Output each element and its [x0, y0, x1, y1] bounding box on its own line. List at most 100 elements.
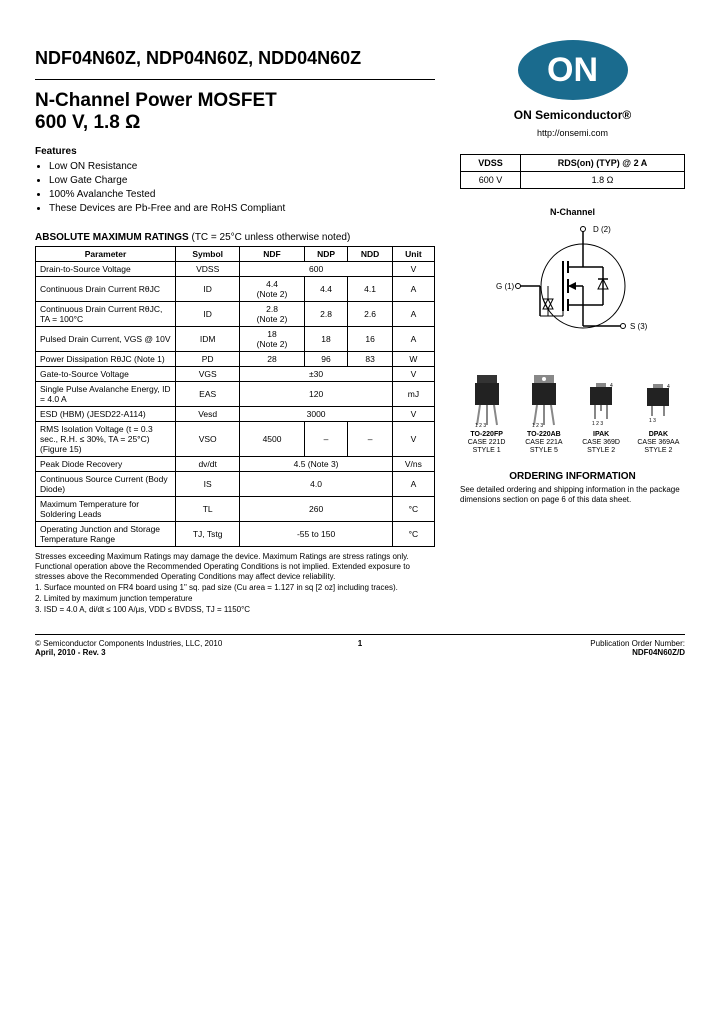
cell-unit: °C: [392, 496, 434, 521]
ratings-row: Pulsed Drain Current, VGS @ 10VIDM18 (No…: [36, 326, 435, 351]
cell-value: 2.6: [348, 301, 392, 326]
cell-symbol: IDM: [176, 326, 240, 351]
cell-symbol: IS: [176, 471, 240, 496]
pin-s: S (3): [630, 322, 648, 331]
note-2: 2. Limited by maximum junction temperatu…: [35, 594, 435, 604]
package-name: TO-220FP: [460, 431, 513, 439]
packages-row: 1 2 3TO-220FPCASE 221DSTYLE 11 2 3TO-220…: [460, 371, 685, 455]
cell-value: 4.4 (Note 2): [240, 276, 304, 301]
cell-value: –: [304, 421, 348, 456]
svg-text:1 3: 1 3: [649, 418, 656, 423]
spec-box-table: VDSS RDS(on) (TYP) @ 2 A 600 V 1.8 Ω: [460, 154, 685, 189]
cell-value: 4.5 (Note 3): [240, 456, 392, 471]
brand-url[interactable]: http://onsemi.com: [460, 128, 685, 138]
pub-label: Publication Order Number:: [590, 639, 685, 648]
spec-rdson-value: 1.8 Ω: [521, 172, 685, 189]
cell-symbol: ID: [176, 301, 240, 326]
features-label: Features: [35, 146, 435, 157]
cell-value: 4500: [240, 421, 304, 456]
package-style: STYLE 2: [632, 447, 685, 455]
cell-unit: °C: [392, 521, 434, 546]
cell-symbol: ID: [176, 276, 240, 301]
schematic-label: N-Channel: [460, 207, 685, 217]
col-parameter: Parameter: [36, 246, 176, 261]
on-logo-icon: ON: [518, 40, 628, 100]
col-unit: Unit: [392, 246, 434, 261]
ratings-row: Continuous Source Current (Body Diode)IS…: [36, 471, 435, 496]
cell-param: Power Dissipation RθJC (Note 1): [36, 351, 176, 366]
pub-number: NDF04N60Z/D: [590, 648, 685, 657]
cell-value: 4.0: [240, 471, 392, 496]
cell-unit: V: [392, 366, 434, 381]
package-case: CASE 221D: [460, 439, 513, 447]
cell-param: RMS Isolation Voltage (t = 0.3 sec., R.H…: [36, 421, 176, 456]
feature-item: Low Gate Charge: [49, 174, 435, 188]
col-ndf: NDF: [240, 246, 304, 261]
ratings-row: Maximum Temperature for Soldering LeadsT…: [36, 496, 435, 521]
svg-text:4: 4: [610, 383, 613, 389]
ratings-row: Gate-to-Source VoltageVGS±30V: [36, 366, 435, 381]
package-item: 1 2 3TO-220FPCASE 221DSTYLE 1: [460, 371, 513, 455]
cell-value: 16: [348, 326, 392, 351]
left-column: NDF04N60Z, NDP04N60Z, NDD04N60Z N-Channe…: [35, 40, 435, 616]
svg-text:4: 4: [667, 384, 670, 390]
cell-unit: W: [392, 351, 434, 366]
cell-value: 28: [240, 351, 304, 366]
ordering-text: See detailed ordering and shipping infor…: [460, 485, 685, 504]
footer-right: Publication Order Number: NDF04N60Z/D: [590, 639, 685, 657]
cell-param: Continuous Drain Current RθJC: [36, 276, 176, 301]
page-number: 1: [358, 639, 362, 648]
ratings-row: Single Pulse Avalanche Energy, ID = 4.0 …: [36, 381, 435, 406]
cell-symbol: EAS: [176, 381, 240, 406]
feature-item: These Devices are Pb-Free and are RoHS C…: [49, 202, 435, 216]
cell-symbol: VGS: [176, 366, 240, 381]
cell-unit: V: [392, 406, 434, 421]
package-icon: 4 1 3: [632, 371, 685, 429]
package-name: DPAK: [632, 431, 685, 439]
cell-value: 260: [240, 496, 392, 521]
feature-item: Low ON Resistance: [49, 160, 435, 174]
spec-rdson-header: RDS(on) (TYP) @ 2 A: [521, 155, 685, 172]
ratings-row: Continuous Drain Current RθJC, TA = 100°…: [36, 301, 435, 326]
cell-symbol: TJ, Tstg: [176, 521, 240, 546]
package-style: STYLE 5: [517, 447, 570, 455]
cell-unit: A: [392, 326, 434, 351]
page-container: NDF04N60Z, NDP04N60Z, NDD04N60Z N-Channe…: [35, 40, 685, 616]
cell-param: Continuous Drain Current RθJC, TA = 100°…: [36, 301, 176, 326]
cell-value: -55 to 150: [240, 521, 392, 546]
cell-value: 83: [348, 351, 392, 366]
package-icon: 4 1 2 3: [575, 371, 628, 429]
package-item: 1 2 3TO-220ABCASE 221ASTYLE 5: [517, 371, 570, 455]
svg-text:1 2 3: 1 2 3: [592, 421, 603, 425]
cell-symbol: VDSS: [176, 261, 240, 276]
pin-d: D (2): [593, 225, 611, 234]
cell-value: –: [348, 421, 392, 456]
package-case: CASE 369D: [575, 439, 628, 447]
main-title: N-Channel Power MOSFET 600 V, 1.8 Ω: [35, 90, 435, 134]
cell-param: Pulsed Drain Current, VGS @ 10V: [36, 326, 176, 351]
package-icon: 1 2 3: [517, 371, 570, 429]
ratings-table: Parameter Symbol NDF NDP NDD Unit Drain-…: [35, 246, 435, 547]
cell-value: 96: [304, 351, 348, 366]
cell-unit: A: [392, 276, 434, 301]
cell-symbol: Vesd: [176, 406, 240, 421]
package-name: IPAK: [575, 431, 628, 439]
part-numbers: NDF04N60Z, NDP04N60Z, NDD04N60Z: [35, 40, 435, 75]
package-case: CASE 221A: [517, 439, 570, 447]
ratings-row: Power Dissipation RθJC (Note 1)PD289683W: [36, 351, 435, 366]
cell-param: Operating Junction and Storage Temperatu…: [36, 521, 176, 546]
pin-g: G (1): [496, 282, 515, 291]
cell-value: 120: [240, 381, 392, 406]
features-list: Low ON Resistance Low Gate Charge 100% A…: [49, 160, 435, 216]
ratings-row: ESD (HBM) (JESD22-A114)Vesd3000V: [36, 406, 435, 421]
svg-text:1 2 3: 1 2 3: [475, 423, 486, 428]
package-item: 4 1 2 3 IPAKCASE 369DSTYLE 2: [575, 371, 628, 455]
package-case: CASE 369AA: [632, 439, 685, 447]
page-footer: © Semiconductor Components Industries, L…: [35, 634, 685, 657]
footnotes: Stresses exceeding Maximum Ratings may d…: [35, 552, 435, 615]
cell-symbol: dv/dt: [176, 456, 240, 471]
ratings-row: Drain-to-Source VoltageVDSS600V: [36, 261, 435, 276]
package-style: STYLE 2: [575, 447, 628, 455]
title-line1: N-Channel Power MOSFET: [35, 90, 277, 111]
cell-unit: mJ: [392, 381, 434, 406]
